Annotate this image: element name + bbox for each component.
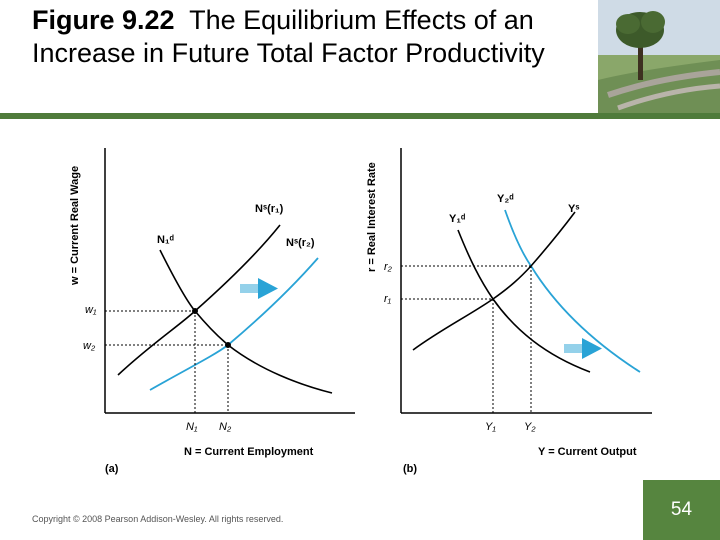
y2-label: Y₂: [524, 421, 536, 433]
demand-old-label: Y₁ᵈ: [449, 213, 466, 225]
panel-b-label: (b): [403, 463, 417, 475]
panel-b-x-axis-title: Y = Current Output: [538, 446, 637, 458]
w2-label: w₂: [83, 340, 96, 352]
n1-label: N₁: [186, 421, 198, 433]
figure-number: Figure 9.22: [32, 5, 175, 35]
output-supply-curve: [412, 211, 576, 351]
labor-supply-old-curve: [117, 224, 281, 376]
y1-label: Y₁: [485, 421, 496, 433]
demand-shift-arrow: [564, 338, 602, 359]
equilibrium-point-1: [192, 308, 198, 314]
figure-caption: The Equilibrium Effects of an Increase i…: [32, 5, 545, 68]
demand-label: N₁ᵈ: [157, 234, 174, 246]
page-number: 54: [643, 480, 720, 540]
output-demand-old-curve: [457, 229, 591, 373]
supply-new-label: Nˢ(r₂): [286, 237, 315, 249]
demand-new-label: Y₂ᵈ: [497, 193, 514, 205]
r2-label: r₂: [384, 261, 393, 273]
slide-title: Figure 9.22 The Equilibrium Effects of a…: [32, 4, 602, 70]
panel-a: w = Current Real Wage N = Current Employ…: [69, 148, 355, 475]
n2-label: N₂: [219, 421, 232, 433]
labor-demand-curve: [159, 249, 333, 394]
panel-b-y-axis-title: r = Real Interest Rate: [366, 162, 378, 272]
header-divider: [0, 113, 720, 119]
output-demand-new-curve: [504, 209, 641, 373]
copyright-notice: Copyright © 2008 Pearson Addison-Wesley.…: [32, 514, 284, 524]
w1-label: w₁: [85, 304, 97, 316]
supply-shift-arrow: [240, 278, 278, 299]
r1-label: r₁: [384, 293, 392, 305]
panel-b: r = Real Interest Rate Y = Current Outpu…: [366, 148, 652, 475]
equilibrium-point-2: [225, 342, 231, 348]
supply-label: Yˢ: [568, 203, 579, 215]
panel-a-label: (a): [105, 463, 119, 475]
tree-landscape-photo: [598, 0, 720, 116]
panel-a-y-axis-title: w = Current Real Wage: [69, 166, 81, 286]
supply-old-label: Nˢ(r₁): [255, 203, 284, 215]
panel-a-x-axis-title: N = Current Employment: [184, 446, 314, 458]
